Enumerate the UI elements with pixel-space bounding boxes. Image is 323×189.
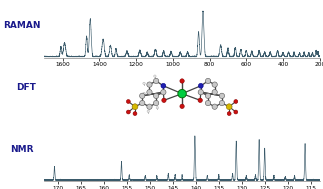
Circle shape [234, 100, 238, 103]
Circle shape [132, 104, 138, 110]
Circle shape [153, 100, 159, 106]
Circle shape [219, 100, 224, 106]
Circle shape [153, 93, 159, 98]
Circle shape [162, 98, 166, 102]
Circle shape [133, 112, 137, 115]
Circle shape [147, 104, 152, 109]
Circle shape [219, 93, 224, 98]
Circle shape [126, 110, 130, 114]
Circle shape [178, 89, 186, 98]
Text: DFT: DFT [16, 83, 36, 92]
Circle shape [212, 82, 217, 87]
Circle shape [198, 98, 203, 102]
Circle shape [153, 78, 159, 84]
Circle shape [205, 100, 211, 106]
Circle shape [212, 104, 217, 109]
Text: NMR: NMR [10, 145, 34, 153]
Circle shape [161, 83, 166, 88]
Circle shape [143, 82, 145, 85]
Circle shape [234, 110, 238, 114]
Circle shape [227, 112, 231, 115]
Circle shape [226, 104, 232, 110]
Circle shape [140, 93, 145, 98]
Circle shape [180, 79, 184, 83]
Circle shape [147, 82, 152, 87]
Circle shape [161, 90, 166, 95]
Circle shape [143, 92, 145, 95]
Circle shape [205, 78, 211, 84]
Circle shape [198, 90, 203, 95]
Circle shape [180, 104, 184, 108]
Circle shape [198, 83, 203, 88]
Circle shape [212, 90, 217, 95]
Circle shape [205, 93, 211, 98]
Circle shape [140, 100, 145, 106]
Circle shape [147, 90, 152, 95]
Circle shape [126, 100, 130, 103]
Text: RAMAN: RAMAN [3, 21, 40, 30]
Circle shape [156, 106, 159, 109]
Circle shape [154, 75, 156, 77]
Circle shape [147, 110, 150, 112]
